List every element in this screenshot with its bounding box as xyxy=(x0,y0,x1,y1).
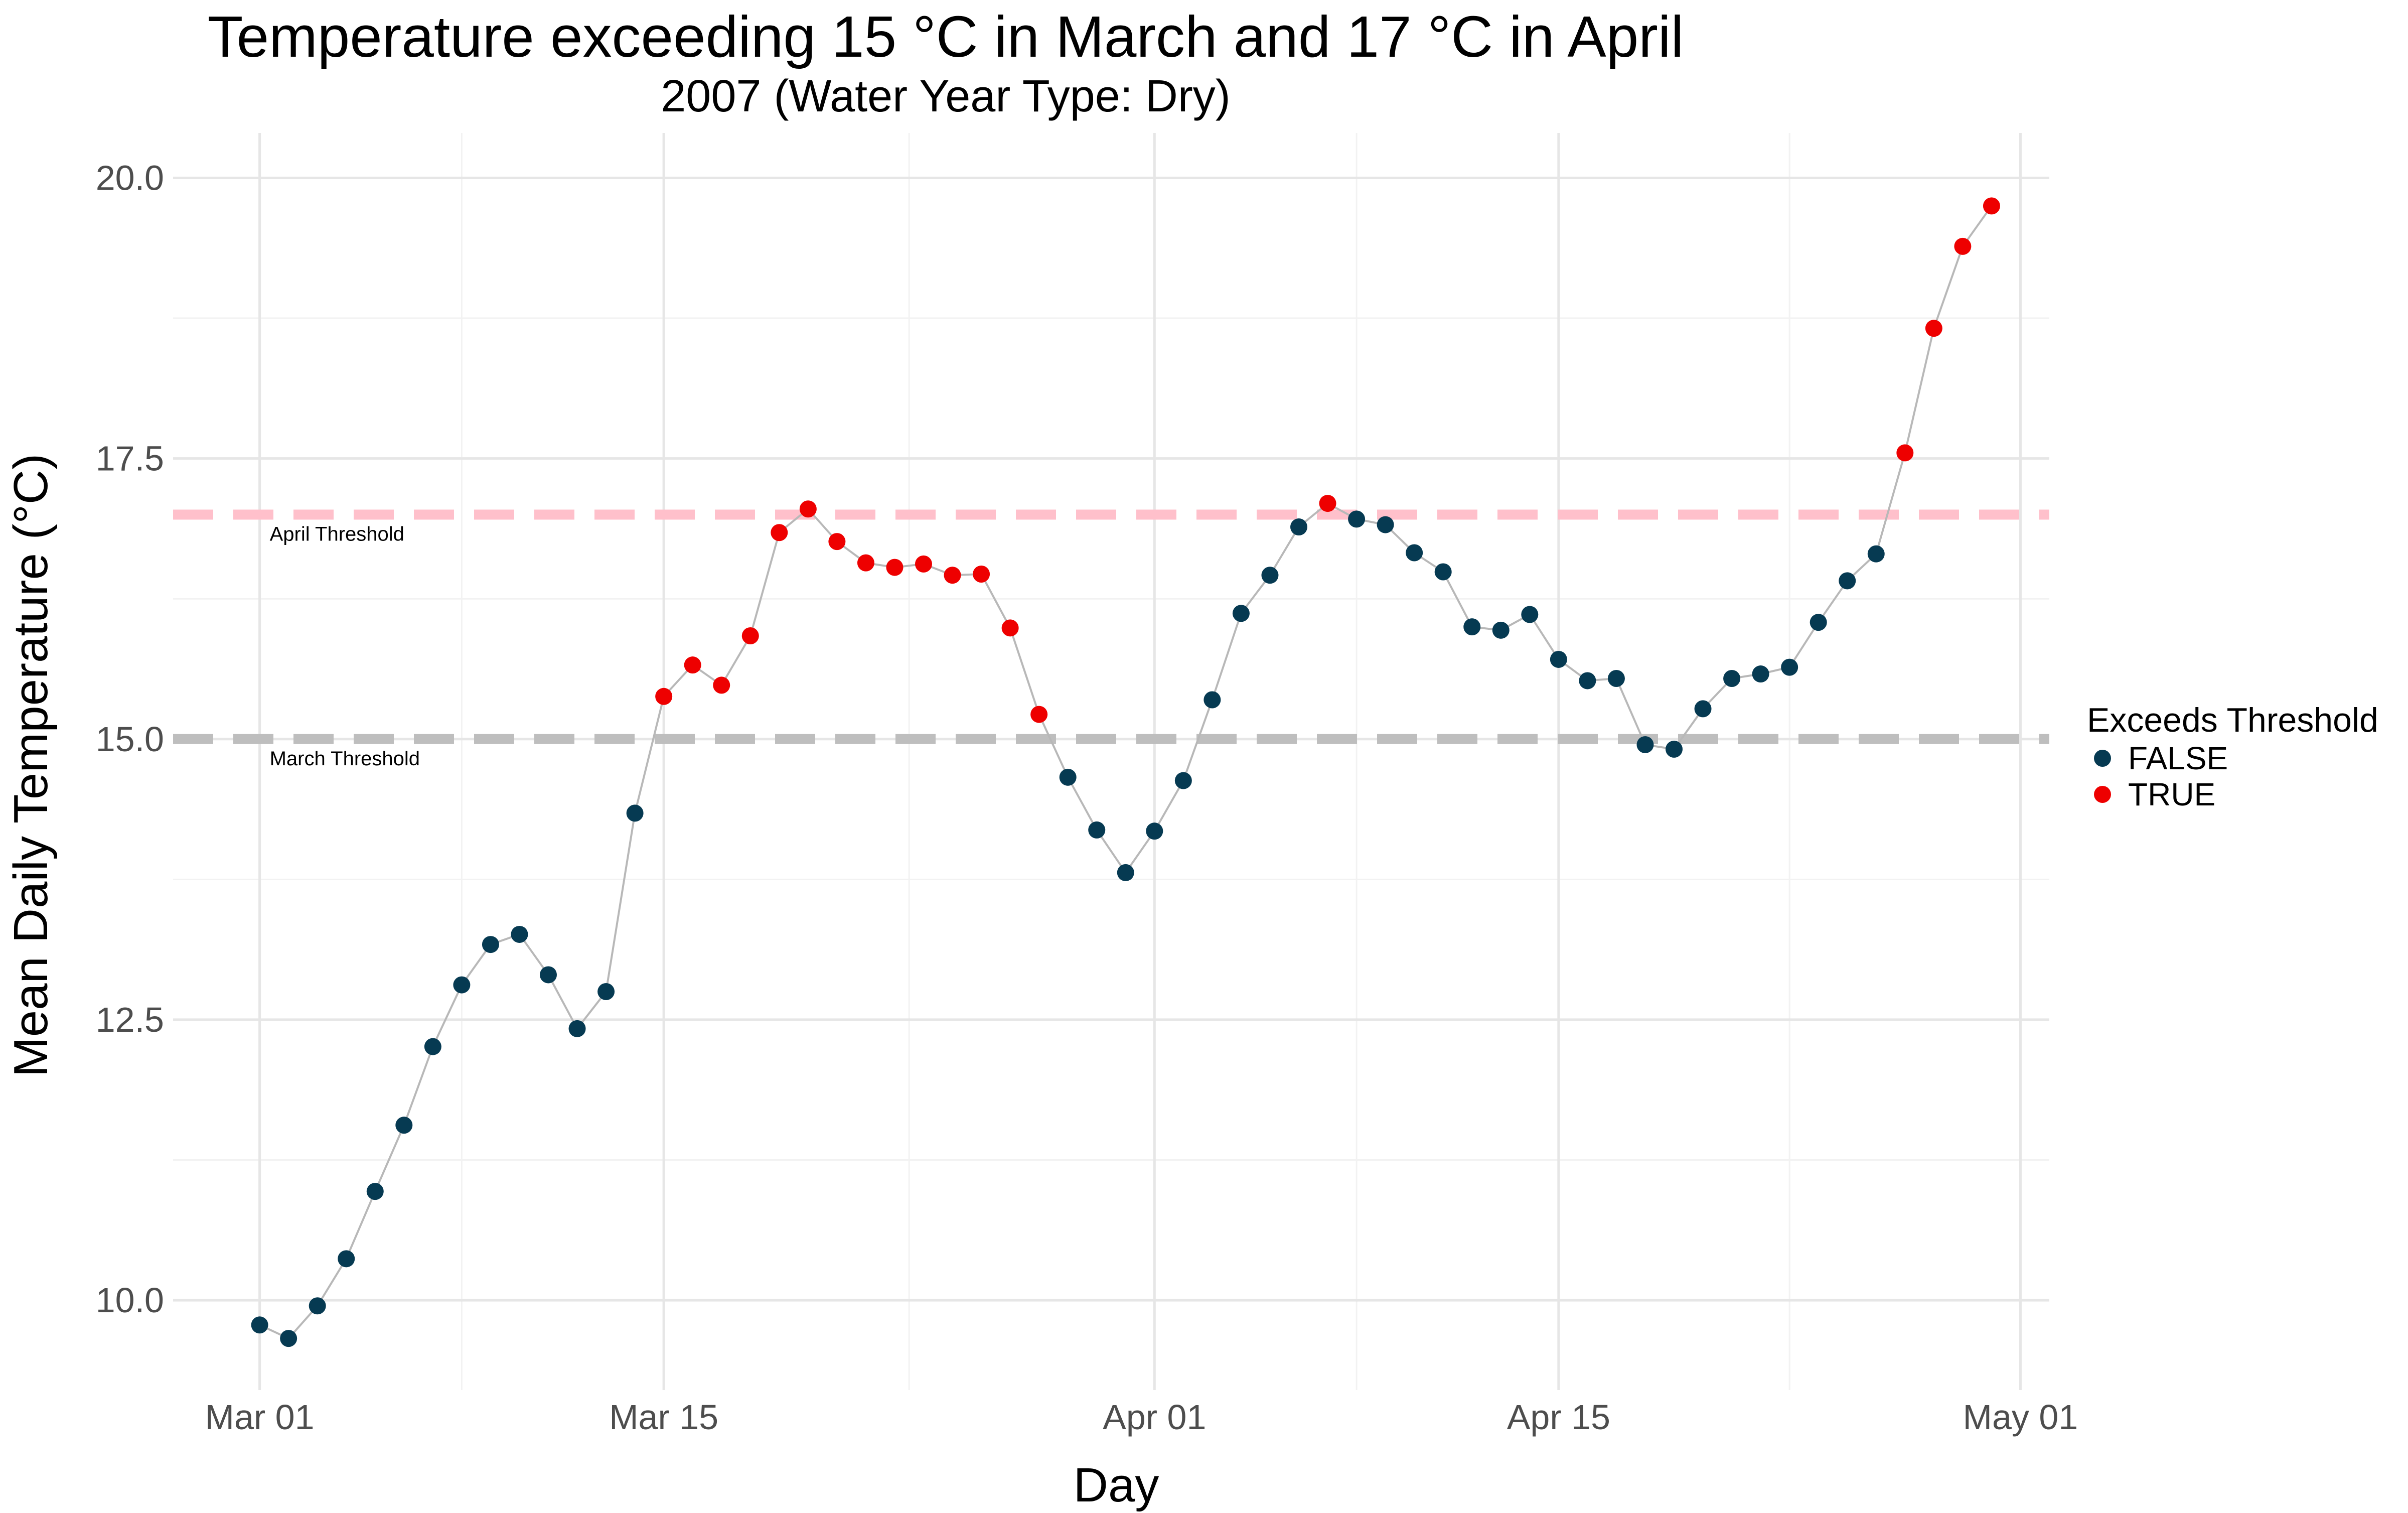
data-point-true xyxy=(1896,444,1914,462)
data-point-false xyxy=(338,1250,355,1268)
x-tick-label: Mar 15 xyxy=(609,1398,718,1437)
data-point-false xyxy=(453,976,471,994)
data-point-false xyxy=(1377,516,1394,533)
legend-title: Exceeds Threshold xyxy=(2087,701,2378,739)
x-tick-label: May 01 xyxy=(1963,1398,2078,1437)
data-point-true xyxy=(944,567,961,584)
data-point-false xyxy=(280,1330,297,1347)
data-point-false xyxy=(597,983,615,1001)
legend-item-true: TRUE xyxy=(2087,776,2378,812)
data-point-true xyxy=(741,627,759,644)
data-point-true xyxy=(828,533,846,551)
data-point-false xyxy=(568,1020,586,1037)
data-point-false xyxy=(626,804,644,822)
legend-label-true: TRUE xyxy=(2128,776,2216,812)
data-point-true xyxy=(713,676,730,694)
data-point-false xyxy=(1203,691,1221,709)
data-point-true xyxy=(1954,237,1972,255)
data-point-false xyxy=(511,925,528,943)
legend-label-false: FALSE xyxy=(2128,740,2228,776)
data-point-true xyxy=(684,656,701,674)
x-tick-label: Apr 15 xyxy=(1507,1398,1610,1437)
april-threshold-label: April Threshold xyxy=(270,523,404,545)
data-point-true xyxy=(1925,320,1942,337)
y-tick-label: 12.5 xyxy=(96,1000,164,1039)
data-point-false xyxy=(1290,518,1307,536)
data-point-false xyxy=(424,1038,441,1055)
legend-swatch-true xyxy=(2094,786,2111,803)
data-point-false xyxy=(1550,650,1567,668)
chart-title: Temperature exceeding 15 °C in March and… xyxy=(207,4,1684,69)
data-point-true xyxy=(1983,197,2000,215)
data-point-false xyxy=(1088,821,1106,839)
data-point-false xyxy=(1261,567,1279,584)
x-tick-label: Apr 01 xyxy=(1103,1398,1206,1437)
data-point-false xyxy=(1607,669,1625,687)
data-point-false xyxy=(1723,669,1741,687)
y-axis-title: Mean Daily Temperature (°C) xyxy=(4,453,58,1077)
x-tick-label: Mar 01 xyxy=(205,1398,315,1437)
data-point-false xyxy=(1348,510,1366,528)
data-point-false xyxy=(1666,740,1683,758)
legend: Exceeds Threshold FALSE TRUE xyxy=(2087,700,2378,812)
x-axis-title: Day xyxy=(1073,1458,1159,1512)
legend-item-false: FALSE xyxy=(2087,740,2378,776)
data-point-true xyxy=(857,554,874,572)
y-tick-label: 15.0 xyxy=(96,720,164,759)
data-point-false xyxy=(366,1183,384,1200)
data-point-false xyxy=(1434,563,1452,581)
y-tick-label: 20.0 xyxy=(96,158,164,197)
march-threshold-label: March Threshold xyxy=(270,748,420,770)
data-point-false xyxy=(1117,864,1134,881)
data-point-false xyxy=(1867,545,1885,563)
data-point-true xyxy=(771,524,788,541)
data-point-false xyxy=(1232,605,1250,622)
legend-swatch-false xyxy=(2094,750,2111,767)
data-point-false xyxy=(540,966,557,984)
data-point-false xyxy=(1146,822,1163,840)
data-point-true xyxy=(799,500,817,518)
data-point-false xyxy=(1463,618,1481,636)
chart-subtitle: 2007 (Water Year Type: Dry) xyxy=(661,71,1231,121)
data-point-false xyxy=(1521,606,1539,623)
data-point-false xyxy=(1694,700,1712,718)
data-point-true xyxy=(973,565,990,583)
data-point-false xyxy=(1752,665,1769,683)
data-point-true xyxy=(915,555,932,573)
data-point-false xyxy=(1636,736,1654,753)
data-point-true xyxy=(1001,619,1019,637)
data-point-false xyxy=(1781,658,1798,676)
data-point-false xyxy=(1406,544,1423,562)
data-point-true xyxy=(886,559,904,576)
series xyxy=(251,197,2000,1347)
data-point-false xyxy=(251,1316,268,1334)
y-tick-label: 10.0 xyxy=(96,1281,164,1320)
data-point-false xyxy=(1579,672,1596,690)
data-point-false xyxy=(1059,768,1077,786)
data-point-false xyxy=(1174,772,1192,789)
data-point-false xyxy=(1810,614,1827,631)
series-line xyxy=(259,205,1993,1340)
data-point-false xyxy=(482,936,499,953)
data-point-false xyxy=(395,1117,413,1134)
data-point-true xyxy=(1030,706,1048,723)
data-point-false xyxy=(1492,621,1510,639)
threshold-lines: April Threshold March Threshold xyxy=(173,509,2049,770)
data-point-false xyxy=(1839,572,1856,590)
data-point-false xyxy=(309,1297,326,1315)
axis-tick-labels: 10.0 12.5 15.0 17.5 20.0 Mar 01 Mar 15 Apr 01 Ap… xyxy=(96,158,2078,1437)
data-point-true xyxy=(1319,495,1336,512)
y-tick-label: 17.5 xyxy=(96,439,164,478)
data-point-true xyxy=(655,687,673,705)
gridlines xyxy=(173,133,2049,1390)
